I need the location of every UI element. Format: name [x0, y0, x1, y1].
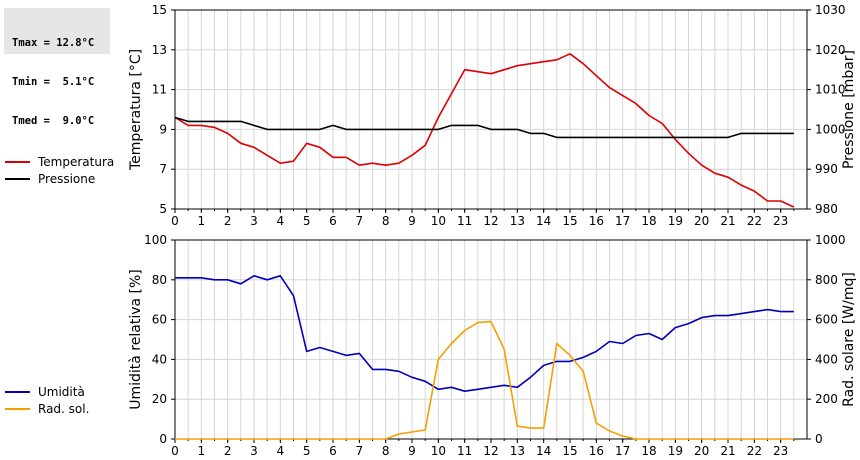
top-x-tick-label: 1	[198, 214, 206, 228]
top-series-temperatura	[174, 52, 795, 208]
bottom-y2-tick-label: 400	[815, 352, 838, 366]
top-x-tick-label: 20	[694, 214, 709, 228]
bottom-x-tick-label: 21	[720, 444, 735, 458]
bottom-x-tick-label: 14	[536, 444, 551, 458]
top-x-tick-label: 18	[641, 214, 656, 228]
bottom-x-tick-label: 6	[329, 444, 337, 458]
top-x-tick-label: 10	[431, 214, 446, 228]
top-x-tick-label: 14	[536, 214, 551, 228]
top-x-tick-label: 21	[720, 214, 735, 228]
bottom-x-tick-label: 8	[382, 444, 390, 458]
bottom-y2-tick-label: 200	[815, 392, 838, 406]
top-x-tick-label: 15	[562, 214, 577, 228]
top-y2-tick-label: 990	[815, 162, 838, 176]
top-x-tick-label: 17	[615, 214, 630, 228]
top-y-tick-label: 15	[152, 3, 167, 17]
top-series-pressione	[174, 116, 794, 139]
top-x-tick-label: 9	[408, 214, 416, 228]
top-x-tick-label: 6	[329, 214, 337, 228]
top-y-tick-label: 5	[159, 202, 167, 216]
top-x-tick-label: 19	[668, 214, 683, 228]
top-x-tick-label: 0	[171, 214, 179, 228]
bottom-x-tick-label: 1	[198, 444, 206, 458]
bottom-x-tick-label: 7	[356, 444, 364, 458]
bottom-x-tick-label: 12	[483, 444, 498, 458]
top-x-tick-label: 7	[356, 214, 364, 228]
top-y2-tick-label: 1010	[815, 83, 846, 97]
bottom-x-tick-label: 18	[641, 444, 656, 458]
top-y-tick-label: 7	[159, 162, 167, 176]
top-x-tick-label: 5	[303, 214, 311, 228]
bottom-x-tick-label: 0	[171, 444, 179, 458]
top-x-tick-label: 13	[510, 214, 525, 228]
bottom-y-axis-label: Umidità relativa [%]	[128, 269, 144, 410]
bottom-y-tick-label: 20	[152, 392, 167, 406]
bottom-y-tick-label: 0	[159, 432, 167, 446]
top-y2-tick-label: 1020	[815, 43, 846, 57]
top-y-axis-label: Temperatura [°C]	[128, 49, 144, 171]
bottom-x-tick-label: 15	[562, 444, 577, 458]
tmin-text: Tmin = 5.1°C	[12, 76, 95, 88]
tmed-text: Tmed = 9.0°C	[12, 115, 95, 127]
bottom-x-tick-label: 4	[277, 444, 285, 458]
bottom-x-tick-label: 17	[615, 444, 630, 458]
top-x-tick-label: 16	[589, 214, 604, 228]
bottom-y2-tick-label: 600	[815, 313, 838, 327]
bottom-y2-tick-label: 1000	[815, 233, 846, 247]
stats-box: Tmax = 12.8°C Tmin = 5.1°C Tmed = 9.0°C	[4, 8, 110, 127]
tmax-text: Tmax = 12.8°C	[12, 37, 95, 49]
bottom-x-tick-label: 13	[510, 444, 525, 458]
top-x-tick-label: 4	[277, 214, 285, 228]
bottom-x-tick-label: 2	[224, 444, 232, 458]
bottom-grid	[175, 240, 807, 439]
bottom-legend-label: Rad. sol.	[38, 402, 89, 416]
bottom-x-tick-label: 3	[250, 444, 258, 458]
bottom-series-rad-sol	[175, 320, 794, 440]
bottom-y-tick-label: 40	[152, 352, 167, 366]
top-x-tick-label: 8	[382, 214, 390, 228]
top-x-tick-label: 11	[457, 214, 472, 228]
top-legend-label: Pressione	[38, 172, 95, 186]
bottom-x-tick-label: 23	[773, 444, 788, 458]
bottom-x-tick-label: 19	[668, 444, 683, 458]
top-y-tick-label: 13	[152, 43, 167, 57]
bottom-series-umidit	[175, 274, 794, 393]
bottom-y2-tick-label: 800	[815, 273, 838, 287]
top-x-tick-label: 12	[483, 214, 498, 228]
bottom-y2-axis-label: Rad. solare [W/mq]	[841, 272, 857, 407]
bottom-x-tick-label: 22	[747, 444, 762, 458]
top-y2-tick-label: 1030	[815, 3, 846, 17]
bottom-legend-label: Umidità	[38, 385, 85, 399]
top-y2-tick-label: 1000	[815, 122, 846, 136]
top-y-tick-label: 11	[152, 83, 167, 97]
top-legend-label: Temperatura	[37, 155, 114, 169]
top-y2-axis-label: Pressione [mbar]	[841, 50, 857, 169]
top-x-tick-label: 23	[773, 214, 788, 228]
top-x-tick-label: 22	[747, 214, 762, 228]
bottom-y2-tick-label: 0	[815, 432, 823, 446]
bottom-x-tick-label: 11	[457, 444, 472, 458]
bottom-y-tick-label: 100	[144, 233, 167, 247]
bottom-x-tick-label: 16	[589, 444, 604, 458]
top-grid	[175, 10, 807, 209]
bottom-x-tick-label: 20	[694, 444, 709, 458]
bottom-x-tick-label: 9	[408, 444, 416, 458]
bottom-x-tick-label: 10	[431, 444, 446, 458]
bottom-y-tick-label: 60	[152, 313, 167, 327]
top-y-tick-label: 9	[159, 122, 167, 136]
top-x-tick-label: 3	[250, 214, 258, 228]
bottom-x-tick-label: 5	[303, 444, 311, 458]
bottom-y-tick-label: 80	[152, 273, 167, 287]
top-y2-tick-label: 980	[815, 202, 838, 216]
top-x-tick-label: 2	[224, 214, 232, 228]
